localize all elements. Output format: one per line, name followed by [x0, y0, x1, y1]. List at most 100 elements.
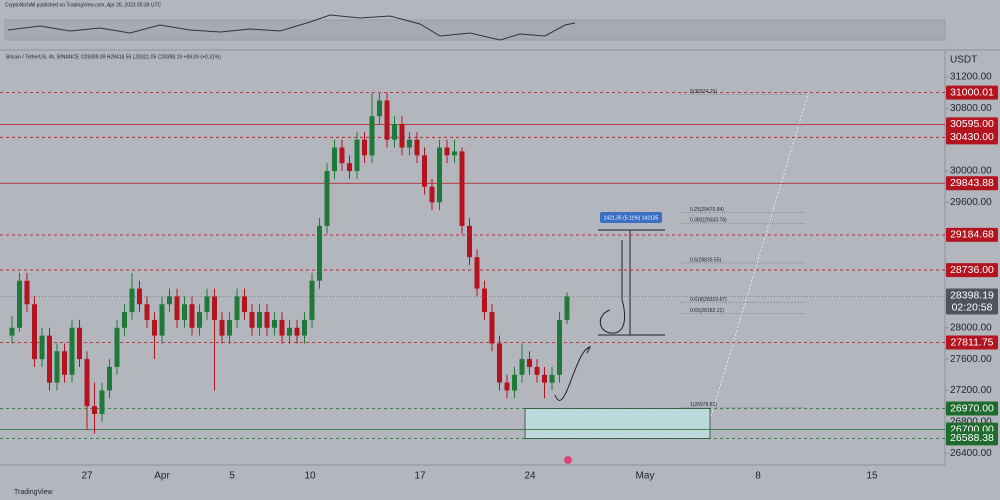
candle-body: [347, 163, 352, 172]
level-label: 31000.01: [950, 86, 994, 98]
candle-body: [339, 147, 345, 164]
candle-body: [557, 319, 562, 375]
candle-body: [249, 312, 255, 328]
candle-body: [429, 186, 435, 203]
candle-body: [422, 155, 427, 187]
candle-body: [504, 382, 510, 391]
y-tick-label: 27200.00: [950, 385, 992, 396]
fib-label: 0.5(28826.55): [690, 257, 721, 263]
level-badge: [946, 85, 998, 100]
candle-body: [354, 139, 360, 172]
level-label: 28736.00: [950, 264, 994, 276]
candle-body: [17, 280, 22, 328]
y-tick-label: 29600.00: [950, 197, 992, 208]
candle-body: [287, 327, 292, 336]
candle-body: [332, 147, 337, 172]
x-tick-label: 5: [229, 471, 235, 482]
symbol-info: Bitcoin / TetherUS, 4h, BINANCE O28309.0…: [6, 54, 221, 60]
candle-body: [227, 319, 232, 336]
candle-body: [362, 139, 367, 156]
candle-body: [32, 304, 37, 360]
level-label: 29843.88: [950, 177, 994, 189]
trend-line: [709, 93, 809, 421]
candle-body: [242, 296, 247, 313]
candle-body: [54, 351, 60, 383]
candle-body: [467, 225, 472, 258]
candle-body: [309, 280, 315, 320]
x-tick-label: 10: [304, 471, 316, 482]
publisher: CryptoNichAll published on TradingView.c…: [5, 2, 161, 8]
x-tick-label: Apr: [154, 471, 170, 482]
level-badge: [946, 335, 998, 350]
fib-label: 0.618(28319.67): [690, 297, 727, 303]
candle-body: [542, 374, 547, 383]
level-label: 30595.00: [950, 118, 994, 130]
candle-body: [489, 312, 495, 344]
oscillator-line: [7, 14, 576, 41]
candle-body: [407, 139, 412, 148]
measure-label: 1421.35 (5.11%) 142135: [604, 215, 659, 221]
candle-body: [69, 327, 75, 375]
level-badge: [946, 117, 998, 132]
candle-body: [174, 296, 180, 320]
candle-body: [564, 296, 570, 320]
candle-body: [452, 151, 457, 156]
y-tick-label: 28000.00: [950, 322, 992, 333]
fib-label: 0(30974.25): [690, 89, 717, 95]
candle-body: [324, 171, 330, 226]
candle-body: [272, 319, 277, 328]
candle-body: [212, 296, 217, 320]
candle-body: [129, 288, 135, 313]
candle-body: [62, 351, 67, 375]
candle-body: [167, 296, 172, 305]
x-tick-label: 8: [755, 471, 761, 482]
candle-body: [9, 327, 15, 336]
candle-body: [137, 288, 142, 305]
footer-brand: TradingView: [14, 489, 53, 496]
candle-body: [399, 123, 405, 148]
oscillator-band: [4, 19, 946, 41]
candle-body: [152, 319, 157, 336]
fib-label: 0.65(28182.21): [690, 308, 724, 314]
candle-body: [519, 359, 525, 375]
candle-body: [197, 312, 202, 328]
y-tick-label: 31200.00: [950, 72, 992, 83]
level-badge: [946, 431, 998, 446]
candle-body: [189, 304, 195, 328]
last-price-label: 28398.19: [950, 289, 994, 301]
candle-body: [527, 359, 532, 367]
support-zone: [524, 408, 711, 439]
x-tick-label: 15: [866, 471, 878, 482]
y-tick-label: 30800.00: [950, 103, 992, 114]
candle-body: [459, 151, 465, 226]
level-label: 27811.75: [950, 336, 993, 348]
candle-body: [302, 319, 307, 336]
candle-body: [47, 335, 52, 383]
candle-body: [122, 312, 127, 328]
level-label: 30430.00: [950, 131, 994, 143]
fib-label: 0.382(29333.78): [690, 218, 727, 224]
candle-body: [384, 100, 390, 140]
chart-layer: 31200.00 30800.00 30000.00 29600.00 28000.00…: [0, 72, 998, 482]
y-tick-label: 26800.00: [950, 416, 992, 427]
level-badge: [946, 176, 998, 191]
level-label: 29184.68: [950, 229, 994, 241]
candle-body: [92, 406, 97, 414]
candle-body: [257, 312, 262, 328]
candle-body: [392, 123, 397, 140]
level-badge: [946, 227, 998, 242]
candle-body: [234, 296, 240, 320]
level-badge: [946, 401, 998, 416]
candle-body: [549, 374, 555, 383]
candle-body: [84, 359, 90, 407]
candle-body: [99, 390, 105, 414]
candle-body: [182, 304, 187, 320]
countdown: 02:20:58: [952, 301, 993, 313]
candle-body: [77, 327, 82, 360]
measure-box: [600, 212, 662, 223]
candle-body: [204, 296, 210, 313]
level-label: 26588.38: [950, 432, 994, 444]
candle-body: [414, 139, 420, 156]
